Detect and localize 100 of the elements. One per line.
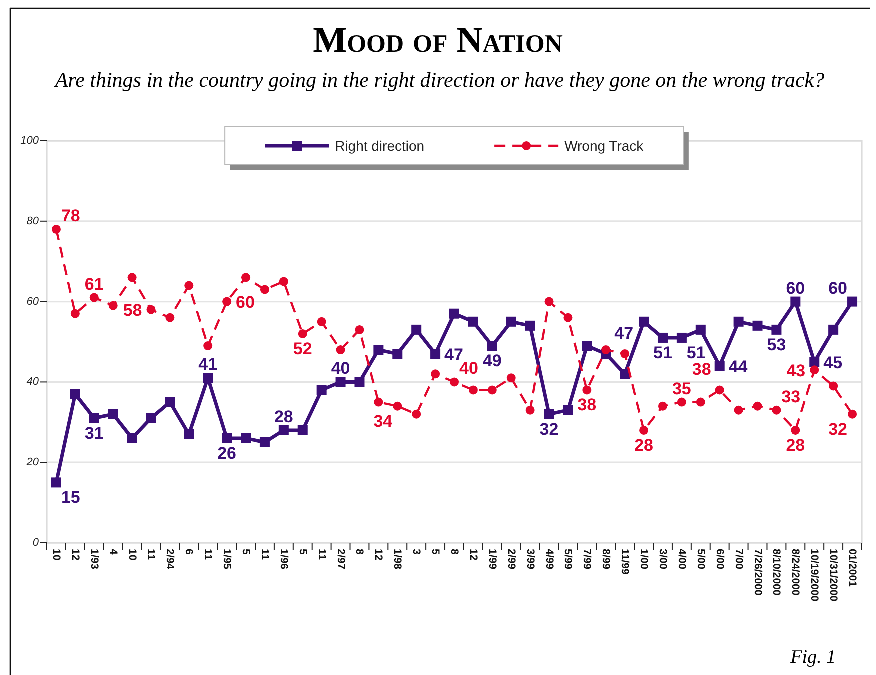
data-label: 44 (728, 357, 748, 376)
x-tick-label: 5/99 (562, 549, 574, 570)
data-label: 78 (61, 206, 80, 226)
point (620, 350, 630, 359)
data-label: 49 (482, 352, 502, 371)
x-tick-label: 11 (202, 549, 214, 560)
point (829, 382, 838, 391)
data-label: 51 (686, 343, 706, 362)
point (715, 386, 724, 395)
x-tick-label: 5 (430, 549, 442, 555)
point (392, 349, 403, 360)
point (298, 329, 308, 338)
point (222, 433, 232, 444)
point (336, 377, 346, 388)
point (108, 301, 118, 310)
point (52, 224, 61, 234)
point (108, 409, 118, 420)
point (70, 309, 80, 318)
data-label: 43 (786, 361, 806, 380)
point (260, 285, 270, 294)
data-label: 41 (198, 355, 218, 374)
point (222, 297, 232, 306)
point (658, 402, 668, 411)
point (393, 402, 402, 411)
point (127, 433, 138, 444)
y-tick-label: 20 (26, 456, 40, 469)
point (828, 324, 839, 335)
data-label: 60 (786, 278, 806, 298)
x-tick-label: 4 (107, 549, 120, 555)
x-tick-label: 1/95 (221, 549, 234, 570)
x-tick-label: 11 (316, 549, 328, 560)
point (278, 425, 289, 436)
point (260, 438, 270, 448)
point (165, 397, 176, 408)
point (677, 398, 686, 407)
point (374, 398, 384, 407)
point (564, 313, 573, 322)
point (450, 308, 460, 319)
x-tick-label: 5 (296, 549, 309, 555)
point (526, 406, 535, 415)
point (430, 349, 441, 360)
point (431, 370, 440, 379)
data-label: 45 (824, 353, 843, 372)
point (696, 398, 706, 407)
data-label: 38 (578, 396, 597, 415)
data-label: 38 (692, 360, 712, 380)
point (734, 406, 744, 415)
point (582, 341, 592, 352)
data-label: 28 (786, 436, 806, 455)
x-tick-label: 10 (50, 549, 62, 561)
x-tick-label: 3 (410, 549, 423, 555)
point (89, 413, 100, 424)
point (658, 332, 668, 343)
x-tick-label: 10/19/2000 (808, 549, 821, 602)
data-label: 52 (293, 339, 312, 358)
data-label: 15 (61, 488, 80, 508)
x-tick-label: 1/99 (486, 549, 498, 570)
point (848, 296, 858, 307)
point (544, 409, 554, 420)
point (506, 374, 516, 383)
data-label: 26 (218, 444, 237, 463)
x-tick-label: 11 (258, 549, 271, 560)
point (279, 277, 288, 286)
point (355, 325, 364, 334)
point (790, 296, 801, 307)
y-tick-label: 60 (26, 296, 40, 308)
point (676, 332, 687, 343)
point (734, 316, 744, 327)
x-tick-label: 7/26/2000 (752, 549, 764, 596)
data-label: 51 (654, 343, 672, 362)
x-tick-label: 4/00 (676, 549, 688, 570)
point (450, 378, 459, 387)
point (90, 293, 99, 302)
point (848, 410, 858, 419)
point (582, 386, 592, 395)
x-tick-label: 11/99 (619, 549, 632, 575)
x-tick-label: 7/00 (732, 549, 745, 570)
point (810, 366, 820, 375)
y-tick-label: 40 (26, 376, 40, 388)
point (184, 281, 194, 290)
point (241, 433, 252, 444)
data-label: 35 (672, 379, 692, 398)
x-tick-label: 12 (372, 549, 385, 561)
x-tick-label: 1/96 (278, 549, 290, 570)
data-label: 40 (331, 359, 350, 378)
point (204, 342, 213, 351)
point (70, 389, 80, 400)
x-tick-label: 8 (354, 549, 366, 555)
point (412, 410, 422, 419)
y-tick-label: 80 (26, 215, 40, 228)
x-tick-label: 5/00 (694, 549, 707, 570)
caption: Fig. 1 (790, 647, 836, 668)
data-label: 47 (614, 324, 634, 344)
point (203, 373, 214, 384)
x-tick-label: 3/00 (656, 549, 669, 570)
data-label: 61 (84, 274, 104, 294)
point (146, 413, 156, 424)
x-tick-label: 3/99 (524, 549, 536, 570)
x-tick-label: 10 (126, 549, 138, 561)
point (336, 346, 346, 355)
